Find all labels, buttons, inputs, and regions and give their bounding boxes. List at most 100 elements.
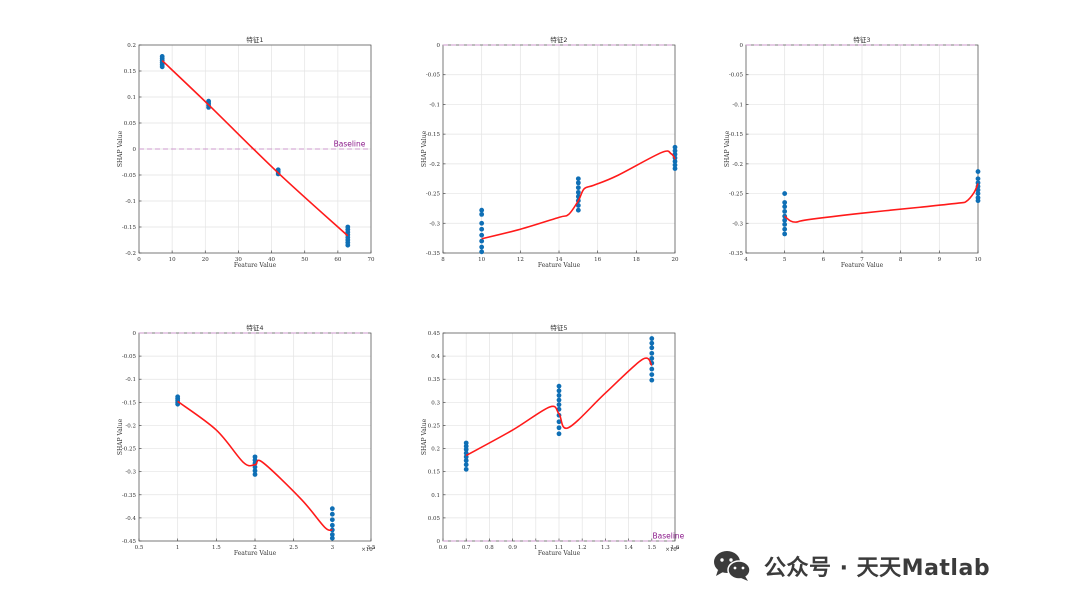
data-point: [649, 336, 655, 341]
y-tick-label: -0.05: [729, 73, 744, 79]
data-point: [782, 226, 788, 232]
baseline-label: Baseline: [334, 140, 366, 149]
data-point: [159, 64, 165, 70]
data-point: [975, 169, 981, 174]
y-tick-label: 0.15: [124, 69, 137, 75]
y-tick-label: 0.45: [428, 331, 441, 337]
y-tick-label: 0.05: [428, 516, 441, 522]
data-point: [463, 466, 469, 472]
data-point: [329, 522, 335, 528]
y-tick-label: -0.2: [125, 251, 136, 257]
data-point: [672, 148, 678, 154]
data-point: [782, 200, 788, 205]
x-tick-label: 14: [556, 257, 563, 263]
data-point: [479, 244, 485, 250]
y-tick-label: -0.15: [122, 400, 137, 406]
watermark-text: 公众号 · 天天Matlab: [764, 556, 991, 581]
x-tick-label: 3: [331, 545, 335, 551]
y-tick-label: 0: [133, 331, 137, 337]
data-point: [672, 162, 678, 168]
x-tick-label: 0.7: [462, 545, 471, 551]
y-tick-label: 0.4: [431, 354, 440, 360]
y-tick-label: -0.35: [426, 251, 441, 257]
data-point: [975, 176, 981, 182]
data-point: [649, 372, 655, 377]
y-tick-label: -0.1: [125, 199, 136, 205]
y-tick-label: -0.2: [732, 162, 743, 168]
x-tick-label: 18: [633, 257, 640, 263]
x-tick-label: 9: [938, 257, 942, 263]
x-tick-label: 1.3: [601, 545, 610, 551]
x-tick-label: 10: [478, 257, 485, 263]
y-tick-label: 0: [740, 43, 744, 49]
subplot-5: 0.6 0.7 0.8 0.9 1 1.1 1.2 1.3 1.4 1.5 1.6 0 0.05 0.1 0…: [421, 323, 685, 557]
subplot-2: 8 10 12 14 16 18 20 -0.35 -0.3 -0.25 -0.2 -0.15 -0.1…: [421, 35, 679, 269]
chart-title: 特征5: [550, 323, 567, 332]
y-axis-label: SHAP Value: [421, 130, 428, 167]
y-tick-label: -0.15: [729, 132, 744, 138]
y-tick-label: -0.1: [732, 102, 743, 108]
y-tick-label: 0.35: [428, 377, 441, 383]
data-point: [782, 209, 788, 214]
x-tick-label: 1.2: [578, 545, 587, 551]
data-point: [782, 231, 788, 237]
y-tick-label: 0.1: [431, 493, 440, 499]
baseline-label: Baseline: [652, 532, 684, 541]
x-tick-label: 1.6: [671, 545, 680, 551]
x-tick-label: 1.4: [624, 545, 633, 551]
x-tick-label: 50: [301, 257, 308, 263]
x-tick-label: 0: [137, 257, 141, 263]
data-point: [556, 393, 562, 398]
data-point: [556, 431, 562, 437]
x-tick-label: 8: [441, 257, 445, 263]
y-tick-label: -0.45: [122, 539, 137, 545]
x-tick-label: 10: [975, 257, 982, 263]
data-point: [782, 217, 788, 223]
x-tick-label: 1: [176, 545, 180, 551]
data-point: [782, 191, 788, 196]
data-point: [975, 180, 981, 186]
y-tick-label: -0.25: [729, 192, 744, 198]
data-point: [649, 350, 655, 356]
y-tick-label: -0.25: [122, 447, 137, 453]
y-tick-label: 0.05: [124, 121, 137, 127]
y-tick-label: -0.15: [426, 132, 441, 138]
chart-title: 特征4: [246, 323, 263, 332]
y-tick-label: -0.4: [125, 516, 136, 522]
y-tick-label: -0.05: [122, 173, 137, 179]
y-tick-label: -0.1: [429, 102, 440, 108]
chart-title: 特征3: [853, 35, 870, 44]
y-tick-label: 0.1: [127, 95, 136, 101]
data-point: [329, 532, 335, 537]
x-tick-label: 8: [899, 257, 903, 263]
data-point: [575, 189, 581, 195]
data-point: [556, 397, 562, 403]
x-tick-label: 0.9: [508, 545, 517, 551]
x-tick-label: 1: [534, 545, 538, 551]
x-tick-label: 1.5: [647, 545, 656, 551]
x-axis-label: Feature Value: [538, 550, 581, 557]
data-point: [479, 207, 485, 213]
data-point: [975, 191, 981, 196]
subplot-4: 0.5 1 1.5 2 2.5 3 3.5 -0.45 -0.4 -0.35 -0.3 -0.25 -0…: [117, 323, 376, 557]
fit-curve: [465, 357, 653, 457]
data-point: [672, 144, 678, 150]
y-tick-label: -0.15: [122, 225, 137, 231]
data-point: [649, 340, 655, 346]
data-point: [463, 447, 469, 452]
x-axis-label: Feature Value: [841, 262, 884, 269]
data-point: [463, 458, 469, 463]
data-point: [556, 419, 562, 425]
data-point: [672, 159, 678, 164]
y-tick-label: 0: [437, 43, 441, 49]
data-point: [252, 468, 258, 474]
data-point: [329, 535, 335, 541]
watermark: 公众号 · 天天Matlab: [712, 548, 990, 584]
y-axis-label: SHAP Value: [117, 130, 124, 167]
y-tick-label: 0.25: [428, 423, 441, 429]
subplot-1: 0 10 20 30 40 50 60 70 -0.2 -0.15 -0.1 -0.05 0 0.05 0.…: [117, 35, 375, 269]
y-tick-label: 0.2: [127, 43, 136, 49]
y-tick-label: -0.05: [122, 354, 137, 360]
data-point: [672, 166, 678, 172]
x-tick-label: 20: [672, 257, 679, 263]
